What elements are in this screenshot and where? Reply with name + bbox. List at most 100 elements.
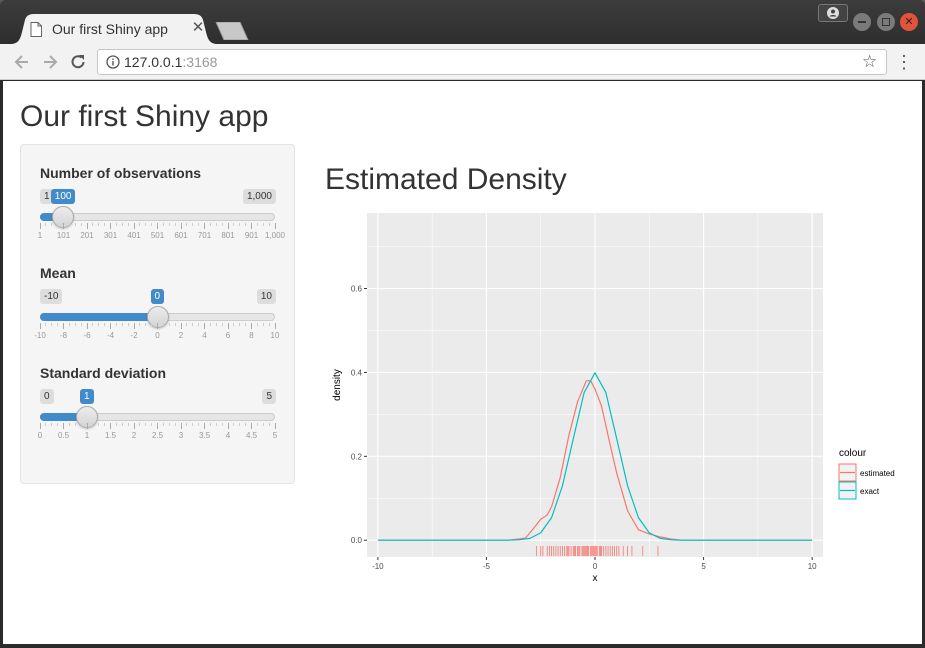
minor-tick bbox=[68, 423, 70, 426]
maximize-button[interactable] bbox=[877, 13, 895, 31]
slider-tick-label: 2 bbox=[178, 331, 184, 340]
close-icon[interactable]: ✕ bbox=[191, 19, 205, 36]
minor-tick bbox=[80, 223, 82, 226]
minor-tick bbox=[127, 223, 129, 226]
major-tick bbox=[204, 423, 205, 429]
minor-tick bbox=[80, 423, 82, 426]
minor-tick bbox=[139, 423, 141, 426]
browser-tab[interactable] bbox=[10, 14, 218, 44]
major-tick bbox=[251, 223, 252, 229]
minor-tick bbox=[198, 223, 200, 226]
page-content: Our first Shiny app Number of observatio… bbox=[3, 81, 922, 644]
minimize-button[interactable] bbox=[853, 13, 871, 31]
minor-tick bbox=[57, 423, 59, 426]
minor-tick bbox=[121, 423, 123, 426]
minor-tick bbox=[168, 323, 170, 326]
minor-tick bbox=[139, 223, 141, 226]
slider-tick-label: 301 bbox=[103, 231, 118, 240]
x-tick-label: -5 bbox=[483, 562, 491, 571]
close-window-button[interactable]: ✕ bbox=[900, 13, 918, 31]
minor-tick bbox=[233, 423, 235, 426]
legend-title: colour bbox=[839, 448, 867, 459]
major-tick bbox=[227, 423, 229, 429]
slider-ticks: 1 101 201 301 401 501 601 701 801 901 1,000 bbox=[37, 223, 285, 253]
slider-tick-label: 4.5 bbox=[245, 431, 258, 440]
x-tick-label: 0 bbox=[593, 562, 598, 571]
menu-icon[interactable]: ⋮ bbox=[895, 52, 913, 72]
slider-tick-label: 601 bbox=[174, 231, 188, 240]
minor-tick bbox=[256, 223, 258, 226]
minor-tick bbox=[245, 223, 247, 226]
sidebar-panel: Number of observations 1 1,000 100 1 101 201 30… bbox=[20, 144, 295, 484]
minor-tick bbox=[215, 423, 217, 426]
minor-tick bbox=[268, 223, 270, 226]
slider-max-badge: 5 bbox=[262, 389, 276, 404]
minor-tick bbox=[221, 223, 223, 226]
minor-tick bbox=[51, 423, 53, 426]
series-line-exact bbox=[377, 372, 813, 541]
page-title: Our first Shiny app bbox=[20, 100, 269, 133]
minor-tick bbox=[268, 323, 270, 326]
slider-tick-label: 3 bbox=[178, 431, 184, 440]
minor-tick bbox=[74, 323, 76, 326]
major-tick bbox=[110, 323, 111, 329]
x-tick-label: 5 bbox=[701, 562, 706, 571]
slider-tick-label: 5 bbox=[272, 431, 278, 440]
slider-tick-label: 501 bbox=[150, 231, 165, 240]
minor-tick bbox=[104, 423, 106, 426]
major-tick bbox=[133, 223, 135, 229]
minor-tick bbox=[115, 423, 117, 426]
minor-tick bbox=[215, 223, 217, 226]
back-icon[interactable] bbox=[12, 52, 32, 72]
major-tick bbox=[63, 223, 64, 229]
minor-tick bbox=[162, 423, 164, 426]
minor-tick bbox=[121, 323, 123, 326]
slider-track-observations[interactable] bbox=[40, 213, 275, 221]
major-tick bbox=[39, 423, 41, 429]
x-tick-label: 10 bbox=[808, 562, 817, 571]
slider-tick-label: 8 bbox=[249, 331, 254, 340]
reload-icon[interactable] bbox=[68, 52, 88, 72]
minor-tick bbox=[92, 423, 94, 426]
minor-tick bbox=[174, 223, 176, 226]
major-tick bbox=[39, 223, 41, 229]
info-icon[interactable] bbox=[106, 55, 120, 69]
star-icon[interactable]: ☆ bbox=[862, 52, 878, 71]
slider-label-observations: Number of observations bbox=[40, 165, 202, 181]
address-bar[interactable] bbox=[97, 49, 887, 75]
minor-tick bbox=[186, 323, 188, 326]
slider-tick-label: 0.5 bbox=[57, 431, 70, 440]
major-tick bbox=[274, 223, 276, 229]
major-tick bbox=[86, 323, 88, 329]
slider-tick-label: 1 bbox=[37, 231, 43, 240]
minor-tick bbox=[145, 323, 147, 326]
slider-tick-label: 10 bbox=[270, 331, 280, 340]
forward-icon[interactable] bbox=[40, 52, 60, 72]
doc-icon bbox=[30, 22, 42, 37]
minor-tick bbox=[256, 423, 258, 426]
minor-tick bbox=[92, 323, 94, 326]
minor-tick bbox=[68, 223, 70, 226]
slider-value-badge: 0 bbox=[150, 289, 165, 304]
slider-tick-label: 201 bbox=[80, 231, 94, 240]
minor-tick bbox=[45, 223, 47, 226]
slider-min-badge: 0 bbox=[40, 389, 54, 404]
minor-tick bbox=[151, 223, 153, 226]
minor-tick bbox=[209, 423, 211, 426]
major-tick bbox=[274, 323, 276, 329]
major-tick bbox=[274, 423, 276, 429]
minor-tick bbox=[127, 423, 129, 426]
minor-tick bbox=[74, 423, 76, 426]
minor-tick bbox=[168, 423, 170, 426]
minor-tick bbox=[162, 323, 164, 326]
slider-tick-label: 3.5 bbox=[198, 431, 211, 440]
y-tick-label: 0.6 bbox=[351, 285, 363, 294]
new-tab-button[interactable] bbox=[214, 22, 250, 40]
minor-tick bbox=[233, 323, 235, 326]
slider-label-sd: Standard deviation bbox=[40, 365, 167, 381]
major-tick bbox=[251, 423, 252, 429]
profile-button[interactable] bbox=[818, 4, 848, 22]
slider-ticks: -10 -8 -6 -4 -2 0 2 4 6 8 10 bbox=[34, 323, 279, 353]
major-tick bbox=[204, 223, 205, 229]
url-host: 127.0.0.1 bbox=[124, 54, 183, 70]
